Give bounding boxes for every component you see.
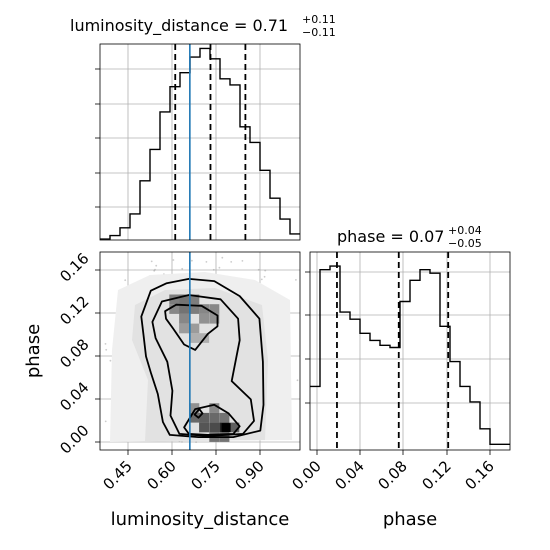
hist2d-yticks: 0.00 0.04 0.08 0.12 0.16	[56, 249, 100, 458]
hist-phase-grid	[310, 252, 510, 450]
hist-phase-xticks: 0.00 0.04 0.08 0.12 0.16	[288, 450, 498, 493]
x-tick-label: 0.16	[461, 457, 497, 493]
luminosity-distance-histogram-step	[100, 47, 300, 240]
hist-phase-frame	[309, 251, 511, 451]
luminosity-distance-title: luminosity_distance = 0.71	[70, 16, 288, 36]
contour-inner-bottom	[183, 403, 241, 436]
scatter-point	[296, 379, 299, 382]
density-peak	[221, 423, 231, 433]
x-tick-label: 0.60	[143, 457, 179, 493]
y-tick-label: 0.00	[56, 421, 92, 457]
hist-ld-yticks	[95, 68, 100, 208]
y-tick-label: 0.04	[56, 378, 92, 414]
panel-2d-histogram: 0.45 0.60 0.75 0.90 0.00 0.04 0.08 0.12 …	[23, 249, 301, 530]
contour-middle	[151, 294, 255, 437]
scatter-point	[195, 441, 198, 443]
density-cell	[229, 422, 240, 433]
scatter-point	[181, 441, 183, 443]
phase-title-lower: −0.05	[448, 237, 482, 250]
scatter-point	[263, 275, 266, 278]
x-tick-label: 0.12	[418, 457, 454, 493]
scatter-point	[154, 268, 156, 271]
density-cell	[179, 304, 190, 314]
scatter-point	[212, 268, 215, 271]
x-tick-label: 0.00	[288, 457, 324, 493]
density-cell	[169, 304, 180, 314]
density-cell	[219, 412, 230, 423]
scatter-point	[264, 269, 267, 272]
density-cell	[209, 304, 220, 314]
density-cell	[209, 313, 220, 324]
y-tick-label: 0.08	[56, 335, 92, 371]
density-background	[132, 288, 268, 441]
phase-quantile-lines	[336, 252, 450, 450]
scatter-point	[230, 261, 233, 263]
phase-histogram-step	[310, 265, 510, 445]
luminosity-distance-title-upper: +0.11	[302, 13, 336, 26]
scatter-point	[181, 267, 184, 270]
density-cell	[189, 323, 200, 334]
contour-outer	[140, 277, 265, 439]
scatter-point	[172, 259, 175, 261]
scatter-point	[155, 264, 158, 267]
hist-ld-grid	[100, 44, 300, 240]
scatter-point	[150, 260, 153, 263]
density-cell	[199, 412, 210, 423]
contour-inner	[164, 303, 219, 351]
density-cell	[199, 422, 210, 433]
y-axis-label: phase	[23, 324, 44, 378]
density-cell	[189, 333, 200, 343]
scatter-point	[257, 268, 260, 271]
scatter-point	[218, 266, 221, 269]
density-cell	[209, 403, 220, 413]
hist-phase-yticks	[305, 271, 310, 404]
phase-title: phase = 0.07	[337, 227, 444, 246]
scatter-point	[205, 261, 208, 263]
contour-blob	[193, 408, 204, 419]
phase-x-axis-label: phase	[383, 509, 437, 530]
density-cell	[199, 304, 210, 314]
x-tick-label: 0.08	[374, 457, 410, 493]
density-cell	[189, 294, 200, 305]
hist2d-xticks: 0.45 0.60 0.75 0.90	[99, 450, 268, 493]
x-axis-label: luminosity_distance	[111, 509, 290, 530]
density-cell	[179, 323, 190, 334]
scatter-point	[260, 278, 263, 281]
panel-phase-hist: 0.00 0.04 0.08 0.12 0.16 phase phase = 0…	[288, 224, 511, 530]
density-cell	[209, 412, 220, 423]
luminosity-distance-title-lower: −0.11	[302, 26, 336, 39]
scatter-point	[221, 256, 224, 259]
scatter-point	[241, 260, 244, 262]
density-cell	[209, 422, 220, 433]
panel-luminosity-distance-hist: luminosity_distance = 0.71 +0.11 −0.11	[70, 13, 336, 241]
x-tick-label: 0.75	[187, 457, 223, 493]
scatter-point	[124, 279, 127, 282]
scatter-point	[109, 359, 112, 362]
x-tick-label: 0.04	[331, 457, 367, 493]
density-cell	[179, 313, 190, 324]
hist2d-frame	[99, 251, 301, 451]
scatter-point	[104, 343, 107, 345]
y-tick-label: 0.12	[56, 292, 92, 328]
scatter-point	[191, 259, 193, 262]
density-cell	[189, 412, 200, 423]
y-tick-label: 0.16	[56, 249, 92, 285]
scatter-point	[295, 279, 297, 281]
scatter-point	[105, 348, 108, 351]
density-cell	[189, 403, 200, 413]
x-tick-label: 0.45	[99, 457, 135, 493]
density-cell	[189, 304, 200, 314]
phase-title-upper: +0.04	[448, 224, 482, 237]
luminosity-distance-quantile-lines	[174, 44, 247, 240]
scatter-point	[104, 420, 107, 423]
hist-ld-frame	[99, 43, 301, 241]
density-cell	[179, 294, 190, 305]
density-contours	[140, 277, 265, 439]
density-cell	[199, 313, 210, 324]
x-tick-label: 0.90	[231, 457, 267, 493]
